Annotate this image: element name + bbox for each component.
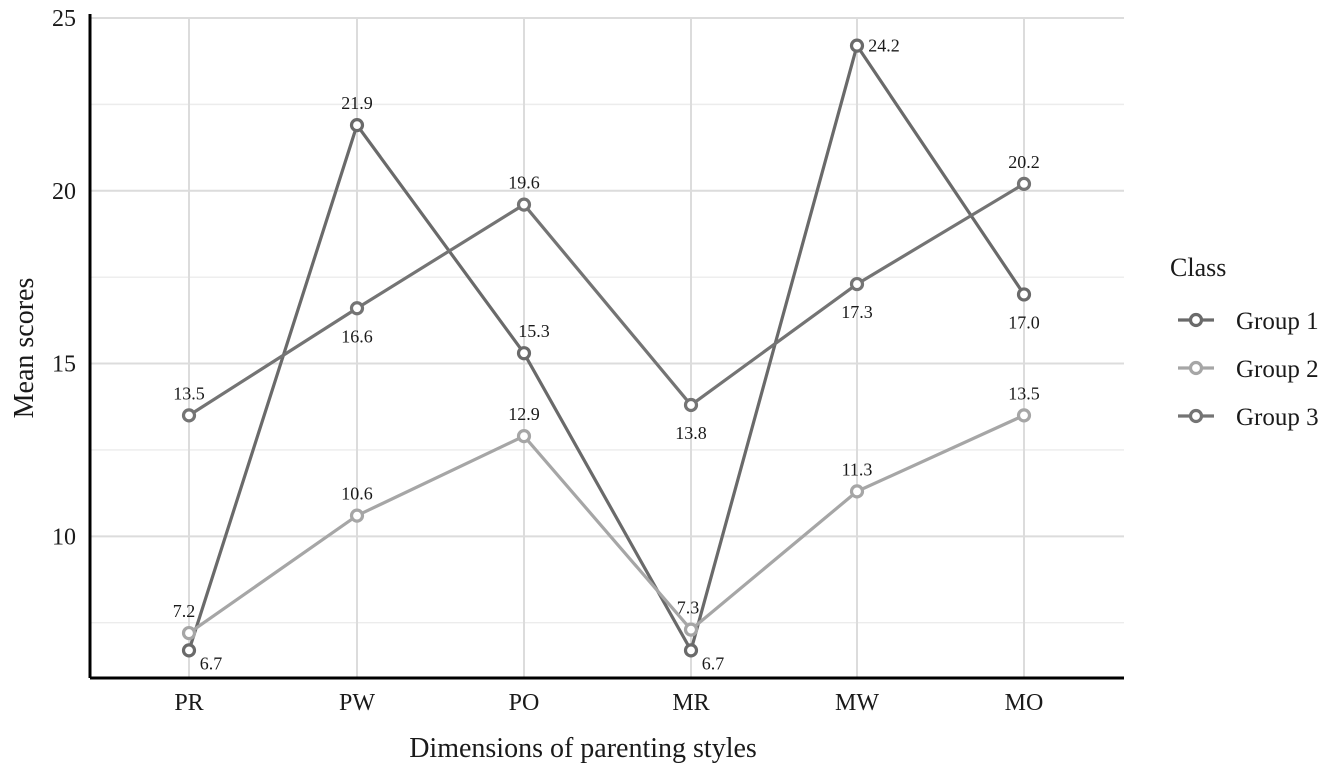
- data-point: [181, 625, 197, 641]
- y-tick-label: 20: [52, 179, 76, 205]
- data-point: [516, 429, 532, 444]
- series-1: [181, 38, 1032, 658]
- data-label: 21.9: [341, 93, 373, 113]
- series-2: [181, 408, 1032, 641]
- data-label: 24.2: [868, 36, 900, 56]
- data-point: [683, 643, 699, 658]
- data-point: [516, 346, 532, 361]
- x-tick-label: MW: [835, 690, 879, 716]
- data-label: 13.8: [675, 423, 707, 443]
- data-label: 7.2: [173, 601, 196, 621]
- data-point: [516, 197, 532, 212]
- data-point: [181, 408, 197, 423]
- data-label: 7.3: [677, 598, 700, 618]
- legend-item: Group 3: [1178, 404, 1319, 431]
- series-line: [188, 182, 1025, 417]
- series-line: [187, 41, 1026, 655]
- axes: [88, 14, 1124, 680]
- data-point: [1016, 176, 1032, 191]
- data-point: [683, 397, 699, 413]
- legend-swatch-point: [1188, 360, 1204, 376]
- data-label: 19.6: [508, 173, 540, 193]
- legend-label: Group 2: [1236, 356, 1319, 383]
- data-point: [349, 301, 365, 316]
- data-label: 6.7: [702, 653, 725, 673]
- data-point: [1016, 287, 1032, 302]
- data-label: 6.7: [200, 653, 223, 673]
- data-point: [181, 643, 197, 658]
- x-tick-label: MO: [1005, 690, 1044, 716]
- legend: Class Group 1 Group 2 Group 3: [1170, 253, 1319, 431]
- data-label: 20.2: [1008, 152, 1040, 172]
- y-tick-label: 25: [52, 6, 76, 32]
- legend-item: Group 1: [1178, 308, 1319, 335]
- x-tick-label: PR: [174, 690, 203, 716]
- data-point: [849, 38, 865, 53]
- x-axis-title: Dimensions of parenting styles: [409, 733, 757, 763]
- data-label: 17.0: [1008, 312, 1040, 332]
- data-point: [349, 508, 365, 523]
- data-point: [849, 276, 865, 292]
- y-tick-label: 10: [52, 524, 76, 550]
- x-tick-label: PO: [509, 690, 540, 716]
- data-label: 10.6: [341, 484, 373, 504]
- data-point: [1016, 408, 1032, 423]
- legend-title: Class: [1170, 253, 1226, 282]
- data-label: 13.5: [173, 383, 205, 403]
- legend-item: Group 2: [1178, 356, 1319, 383]
- series-group: [181, 38, 1032, 658]
- data-label: 17.3: [841, 302, 873, 322]
- tick-labels: 10 15 20 25 PR PW PO MR MW MO: [52, 6, 1043, 716]
- series-line: [188, 413, 1025, 635]
- data-label: 16.6: [341, 326, 373, 346]
- data-label: 13.5: [1008, 383, 1040, 403]
- data-labels: 6.7 21.9 15.3 6.7 24.2 17.0 7.2 10.6 12.9 7.3 11.3…: [173, 36, 1040, 674]
- legend-label: Group 3: [1236, 404, 1319, 431]
- data-label: 11.3: [842, 459, 873, 479]
- data-label: 15.3: [518, 321, 550, 341]
- x-tick-label: MR: [672, 690, 709, 716]
- data-point: [349, 118, 365, 133]
- y-tick-label: 15: [52, 352, 76, 378]
- data-point: [683, 622, 699, 637]
- grid: [90, 17, 1124, 678]
- data-point: [849, 484, 865, 499]
- series-3: [181, 176, 1032, 423]
- legend-swatch-point: [1188, 312, 1204, 328]
- legend-swatch-point: [1188, 408, 1204, 424]
- legend-label: Group 1: [1236, 308, 1319, 335]
- data-label: 12.9: [508, 404, 540, 424]
- y-axis-title: Mean scores: [9, 278, 40, 419]
- x-tick-label: PW: [339, 690, 375, 716]
